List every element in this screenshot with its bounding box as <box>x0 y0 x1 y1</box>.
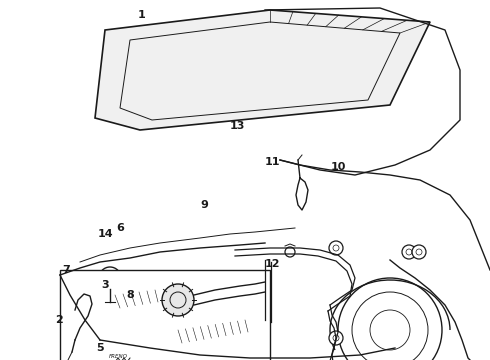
Text: 9: 9 <box>200 200 208 210</box>
Circle shape <box>285 247 295 257</box>
Circle shape <box>162 284 194 316</box>
Text: 6: 6 <box>116 223 124 233</box>
Circle shape <box>329 241 343 255</box>
Text: 2: 2 <box>55 315 63 325</box>
Polygon shape <box>115 290 158 308</box>
Text: 10: 10 <box>330 162 345 172</box>
Text: 3: 3 <box>101 280 109 290</box>
Polygon shape <box>95 10 430 130</box>
Circle shape <box>329 331 343 345</box>
Bar <box>60 270 270 360</box>
Text: 11: 11 <box>264 157 280 167</box>
Text: 13: 13 <box>229 121 245 131</box>
Text: 7: 7 <box>62 265 70 275</box>
Text: 1: 1 <box>138 10 146 20</box>
Circle shape <box>412 245 426 259</box>
Circle shape <box>99 267 121 289</box>
Text: 14: 14 <box>97 229 113 239</box>
Polygon shape <box>178 320 248 343</box>
Text: FRENO: FRENO <box>108 354 127 359</box>
Text: 12: 12 <box>264 259 280 269</box>
Text: 5: 5 <box>96 343 104 353</box>
Circle shape <box>104 272 116 284</box>
Circle shape <box>402 245 416 259</box>
Text: 8: 8 <box>126 290 134 300</box>
